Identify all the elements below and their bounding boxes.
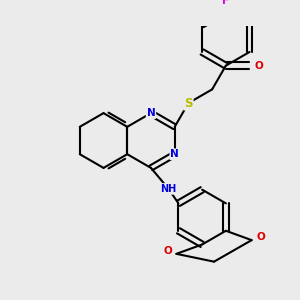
Text: S: S: [184, 97, 193, 110]
Text: F: F: [222, 0, 230, 6]
Text: N: N: [170, 149, 179, 159]
Text: O: O: [254, 61, 263, 71]
Text: O: O: [256, 232, 265, 242]
Text: O: O: [163, 246, 172, 256]
Text: NH: NH: [160, 184, 177, 194]
Text: N: N: [147, 108, 155, 118]
